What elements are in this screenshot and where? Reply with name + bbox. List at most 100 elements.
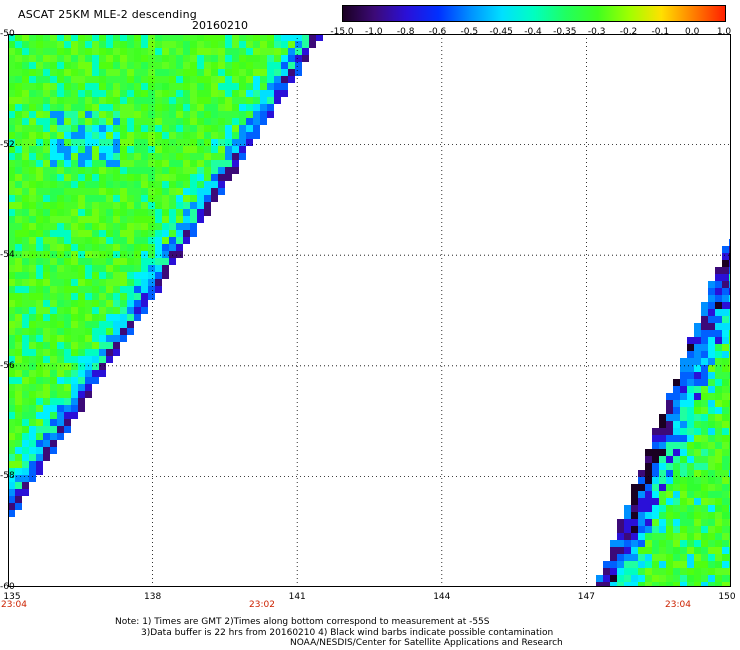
swath-cell [673,484,680,491]
swath-cell [141,139,148,146]
swath-cell [36,321,43,328]
swath-cell [694,498,701,505]
swath-cell [64,153,71,160]
swath-cell [85,118,92,125]
swath-cell [680,547,687,554]
swath-cell [43,167,50,174]
swath-cell [666,561,673,568]
swath-cell [99,90,106,97]
swath-cell [22,153,29,160]
swath-cell [50,97,57,104]
swath-cell [715,575,722,582]
swath-cell [36,125,43,132]
swath-cell [239,125,246,132]
swath-cell [78,34,85,41]
swath-cell [701,372,708,379]
swath-cell [624,547,631,554]
swath-cell [190,188,197,195]
swath-cell [659,505,666,512]
swath-cell [15,272,22,279]
swath-cell [141,237,148,244]
swath-cell [36,62,43,69]
swath-cell [715,344,722,351]
swath-cell [36,104,43,111]
swath-cell [8,279,15,286]
swath-cell [106,202,113,209]
swath-cell [162,62,169,69]
swath-cell [71,384,78,391]
swath-cell [8,377,15,384]
swath-cell [722,267,729,274]
swath-cell [99,223,106,230]
swath-cell [680,421,687,428]
swath-cell [169,223,176,230]
swath-cell [78,132,85,139]
swath-cell [141,209,148,216]
swath-cell [29,41,36,48]
swath-cell [85,237,92,244]
swath-cell [15,426,22,433]
swath-cell [722,302,729,309]
swath-cell [666,463,673,470]
swath-cell [162,139,169,146]
swath-cell [162,34,169,41]
swath-cell [267,34,274,41]
swath-cell [106,335,113,342]
swath-cell [50,55,57,62]
swath-cell [15,132,22,139]
swath-cell [715,386,722,393]
swath-cell [29,195,36,202]
swath-cell [715,561,722,568]
swath-cell [78,41,85,48]
swath-cell [8,118,15,125]
swath-cell [288,48,295,55]
swath-cell [78,293,85,300]
swath-cell [29,97,36,104]
swath-cell [92,104,99,111]
swath-cell [78,104,85,111]
swath-cell [155,62,162,69]
swath-cell [694,484,701,491]
swath-cell [92,153,99,160]
swath-cell [71,335,78,342]
swath-cell [85,314,92,321]
swath-cell [722,519,729,526]
swath-cell [57,300,64,307]
swath-cell [652,505,659,512]
swath-cell [190,195,197,202]
swath-cell [36,195,43,202]
swath-cell [134,251,141,258]
swath-cell [638,568,645,575]
lon-tick-label: 138 [144,592,162,602]
swath-cell [8,272,15,279]
swath-cell [218,146,225,153]
swath-cell [162,97,169,104]
swath-cell [232,90,239,97]
swath-cell [715,477,722,484]
swath-cell [232,132,239,139]
swath-cell [225,48,232,55]
swath-cell [253,76,260,83]
swath-cell [694,477,701,484]
swath-cell [134,90,141,97]
swath-cell [659,547,666,554]
swath-cell [92,230,99,237]
swath-cell [71,230,78,237]
swath-cell [176,83,183,90]
swath-cell [71,209,78,216]
swath-cell [687,463,694,470]
swath-cell [687,407,694,414]
swath-cell [50,244,57,251]
swath-cell [715,295,722,302]
swath-cell [29,321,36,328]
swath-cell [134,111,141,118]
swath-cell [197,125,204,132]
swath-cell [99,195,106,202]
swath-cell [57,258,64,265]
swath-cell [141,48,148,55]
swath-cell [183,160,190,167]
swath-cell [694,372,701,379]
swath-cell [43,398,50,405]
swath-cell [694,393,701,400]
swath-cell [127,265,134,272]
